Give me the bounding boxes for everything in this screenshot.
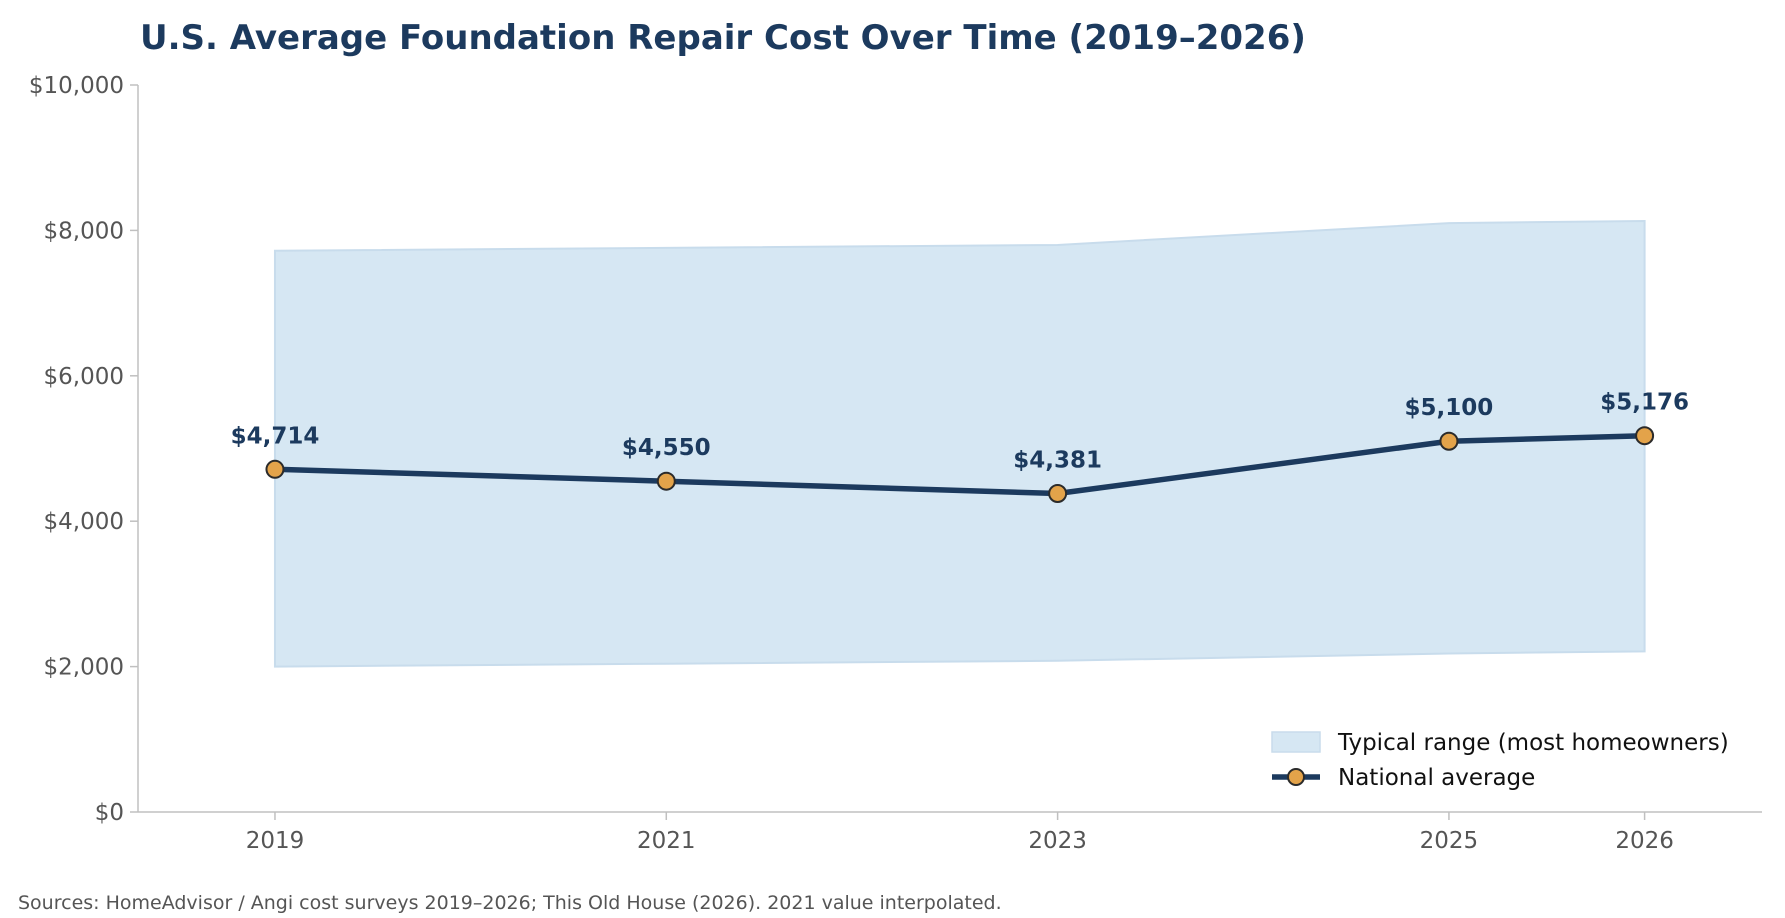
y-tick-label: $0 <box>95 800 124 826</box>
x-tick-label: 2026 <box>1615 828 1674 854</box>
data-label: $5,176 <box>1600 390 1689 416</box>
data-label: $4,550 <box>622 435 711 461</box>
data-label-layer: $4,714 $4,550 $4,381 $5,100 $5,176 <box>231 390 1689 474</box>
data-point-marker <box>1048 484 1068 504</box>
y-tick-label: $4,000 <box>44 509 124 535</box>
data-point-marker <box>1635 426 1655 446</box>
legend-swatch-marker <box>1287 768 1305 786</box>
axes-layer: $0 $2,000 $4,000 $6,000 $8,000 $10,000 2019 202… <box>29 73 1762 854</box>
data-point-marker <box>1439 431 1459 451</box>
y-tick-label: $2,000 <box>44 655 124 681</box>
x-tick-label: 2021 <box>637 828 696 854</box>
y-tick-label: $6,000 <box>44 364 124 390</box>
legend-swatch-range <box>1271 731 1321 753</box>
data-label: $4,381 <box>1013 448 1102 474</box>
source-note: Sources: HomeAdvisor / Angi cost surveys… <box>18 892 1002 914</box>
y-tick-label: $10,000 <box>29 73 124 99</box>
range-band-layer <box>273 219 1646 668</box>
legend-label-national-average: National average <box>1338 765 1535 791</box>
legend-label-range: Typical range (most homeowners) <box>1337 730 1729 756</box>
x-tick-label: 2023 <box>1028 828 1087 854</box>
data-label: $4,714 <box>231 423 320 449</box>
x-tick-label: 2025 <box>1420 828 1479 854</box>
data-label: $5,100 <box>1405 395 1494 421</box>
range-band <box>273 219 1646 668</box>
x-tick-label: 2019 <box>246 828 305 854</box>
data-point-marker <box>265 459 285 479</box>
y-tick-label: $8,000 <box>44 218 124 244</box>
chart-title: U.S. Average Foundation Repair Cost Over… <box>140 18 1306 58</box>
legend: Typical range (most homeowners) National … <box>1271 730 1729 791</box>
marker-layer <box>265 426 1655 504</box>
data-point-marker <box>656 471 676 491</box>
